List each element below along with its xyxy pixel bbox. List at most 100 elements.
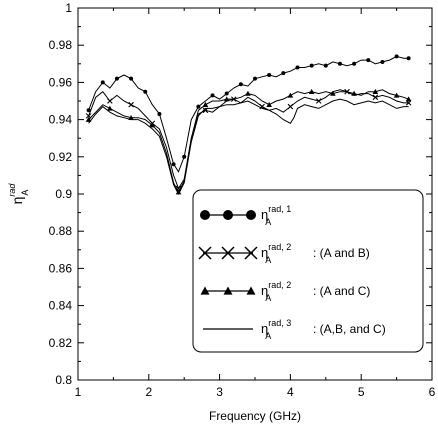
- series-point: [85, 116, 92, 122]
- series-line: [88, 98, 409, 196]
- series-point: [175, 189, 182, 195]
- series-1: [86, 54, 411, 173]
- series-point: [171, 162, 176, 167]
- legend-entry-1: ηrad, 1 A: [200, 204, 291, 227]
- legend-eta: η: [261, 283, 268, 298]
- legend-eta: η: [261, 245, 268, 260]
- series-point: [380, 59, 385, 64]
- legend-sup: rad, 2: [268, 242, 291, 252]
- legend-marker: [221, 246, 235, 260]
- y-tick-label: 0.88: [49, 224, 73, 238]
- series-line: [88, 89, 409, 194]
- legend-label: ηrad, 3 A : (A,B, and C): [261, 318, 386, 341]
- axes: 1 2 3 4 5 6 0.8 0.82 0.84 0.86 0.88 0.9 0.92 0.94 0.96…: [7, 1, 436, 423]
- y-tick-label: 0.9: [55, 187, 72, 201]
- series-point: [224, 91, 229, 96]
- y-axis-label-main: η: [9, 197, 25, 205]
- series-point: [238, 82, 243, 87]
- y-tick-label: 0.8: [55, 373, 72, 387]
- series-point: [196, 104, 201, 109]
- legend-marker: [223, 210, 233, 220]
- legend-marker: [246, 210, 256, 220]
- legend-suffix: : (A,B, and C): [313, 322, 386, 336]
- legend-sub: A: [265, 255, 271, 265]
- series-point: [406, 56, 411, 61]
- series-point: [143, 89, 148, 94]
- series-point: [107, 105, 113, 111]
- legend-marker: [244, 246, 258, 260]
- series-point: [394, 54, 399, 59]
- y-tick-label: 0.92: [49, 150, 73, 164]
- legend-label: ηrad, 1 A: [261, 204, 291, 227]
- series-point: [366, 58, 371, 63]
- series-point: [107, 98, 113, 104]
- series-point: [309, 63, 314, 68]
- legend-sup: rad, 3: [268, 318, 291, 328]
- legend-sup: rad, 1: [268, 204, 291, 214]
- series-point: [372, 94, 379, 101]
- series-point: [100, 80, 105, 85]
- y-tick-label: 0.96: [49, 75, 73, 89]
- y-tick-label: 1: [65, 1, 72, 15]
- series-point: [223, 96, 230, 102]
- x-tick-label: 1: [75, 385, 82, 399]
- series-line: [88, 89, 409, 190]
- legend-suffix: : (A and C): [313, 284, 370, 298]
- series-point: [182, 154, 187, 159]
- series-point: [351, 90, 357, 96]
- series-point: [308, 88, 315, 94]
- series-3: [85, 88, 412, 195]
- series-2: [85, 88, 412, 192]
- series-point: [149, 122, 156, 128]
- series-point: [128, 101, 134, 108]
- legend-label: ηrad, 2 A : (A and C): [261, 280, 370, 303]
- series-point: [393, 92, 400, 98]
- legend-marker: [223, 286, 233, 295]
- x-tick-label: 5: [358, 385, 365, 399]
- legend-eta: η: [261, 321, 268, 336]
- y-tick-label: 0.98: [49, 38, 73, 52]
- legend-box: [192, 189, 424, 353]
- series-point: [266, 101, 272, 107]
- series-point: [245, 90, 251, 96]
- y-tick-label: 0.86: [49, 261, 73, 275]
- x-axis-label: Frequency (GHz): [209, 409, 301, 423]
- legend-sub: A: [265, 331, 271, 341]
- legend-entry-3: ηrad, 2 A : (A and C): [200, 280, 370, 303]
- legend-marker: [246, 286, 256, 295]
- legend-marker: [200, 210, 210, 220]
- legend-label: ηrad, 2 A : (A and B): [261, 242, 370, 265]
- series-point: [86, 108, 91, 113]
- y-tick-label: 0.82: [49, 336, 73, 350]
- y-tick-label: 0.94: [49, 113, 73, 127]
- series-point: [287, 103, 294, 110]
- legend-entry-2: ηrad, 2 A : (A and B): [198, 242, 370, 265]
- legend-entry-4: ηrad, 3 A : (A,B, and C): [203, 318, 386, 341]
- series-point: [259, 103, 265, 110]
- legend-marker: [198, 246, 212, 260]
- series-point: [372, 88, 379, 94]
- series-point: [253, 76, 257, 81]
- legend-suffix: : (A and B): [313, 246, 370, 260]
- plot-area: [85, 54, 412, 196]
- series-point: [210, 93, 215, 98]
- legend-marker: [200, 286, 210, 295]
- series-point: [323, 63, 328, 68]
- x-tick-label: 2: [145, 385, 152, 399]
- series-point: [295, 65, 300, 70]
- series-point: [129, 76, 134, 81]
- series-point: [267, 72, 272, 77]
- y-axis-label-sub: A: [20, 190, 30, 196]
- series-point: [157, 112, 162, 117]
- series-point: [405, 96, 412, 102]
- legend-sup: rad, 2: [268, 280, 291, 290]
- series-point: [114, 76, 119, 81]
- legend-sub: A: [265, 293, 271, 303]
- y-axis-label: ηrad A: [7, 183, 30, 205]
- series-point: [315, 98, 322, 104]
- series-point: [202, 101, 209, 107]
- series-line: [88, 55, 409, 173]
- y-axis-label-sup: rad: [7, 183, 17, 197]
